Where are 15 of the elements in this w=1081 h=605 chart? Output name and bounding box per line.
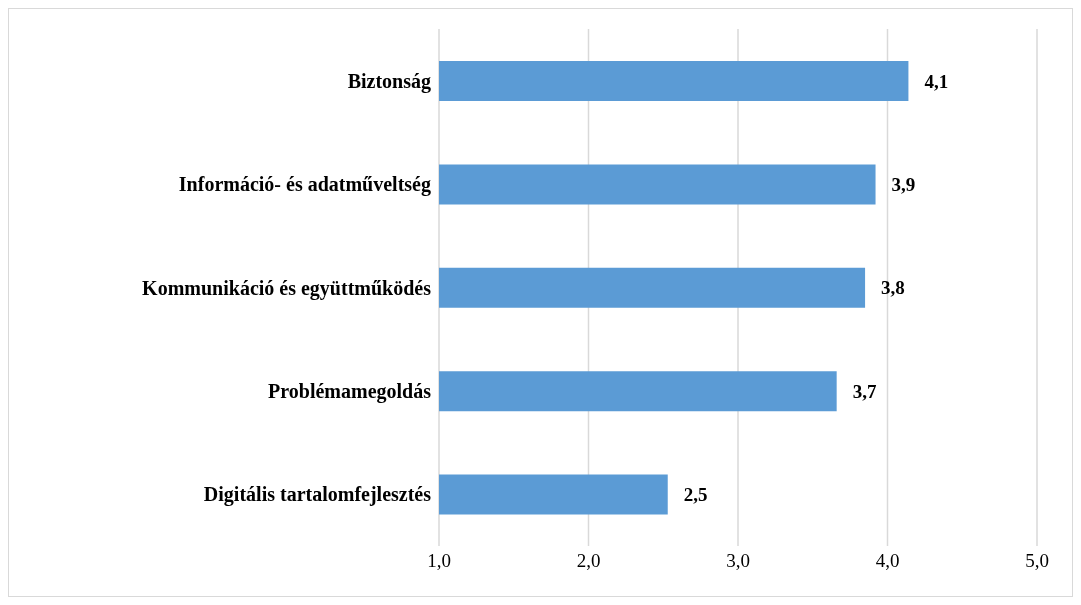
y-tick-label: Kommunikáció és együttműködés [142,276,432,300]
y-tick-label: Információ- és adatműveltség [178,173,431,197]
y-tick-label: Digitális tartalomfejlesztés [203,483,432,507]
x-tick-label: 3,0 [726,550,750,572]
data-label: 3,7 [852,380,877,402]
data-label: 3,9 [891,173,916,195]
x-tick-label: 4,0 [875,550,900,572]
data-label: 4,1 [924,70,949,92]
y-tick-label: Problémamegoldás [268,380,432,403]
data-label: 2,5 [683,484,708,506]
y-tick-label: Biztonság [347,69,431,93]
x-tick-label: 2,0 [576,550,601,572]
x-tick-label: 5,0 [1025,550,1049,572]
x-tick-label: 1,0 [427,550,451,572]
data-label: 3,8 [881,277,905,299]
